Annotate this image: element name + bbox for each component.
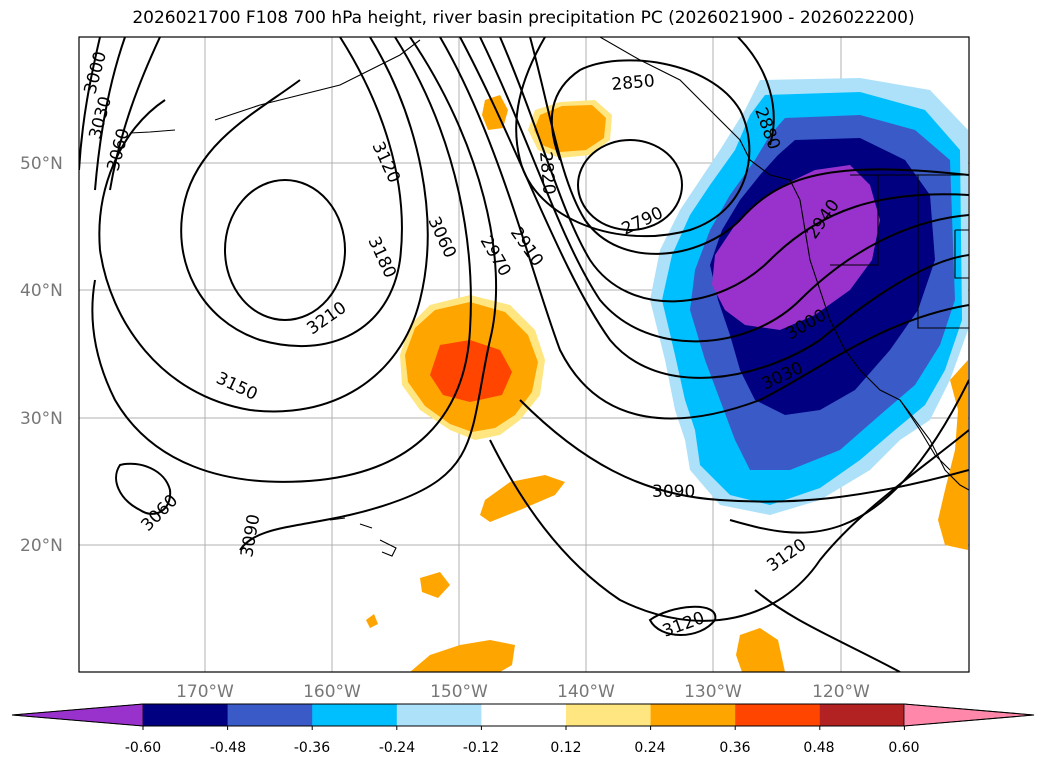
map-title: 2026021700 F108 700 hPa height, river ba… — [132, 8, 915, 28]
contour-label-3090b: 3090 — [652, 482, 695, 502]
lon-label-130w: 130°W — [684, 682, 742, 702]
coastlines — [129, 37, 969, 557]
lat-label-20n: 20°N — [20, 536, 63, 556]
colorbar-tick-label: 0.12 — [550, 740, 581, 756]
latitude-labels: 50°N 40°N 30°N 20°N — [20, 154, 63, 556]
colorbar-extend-min — [11, 703, 144, 727]
contour-label-2850: 2850 — [611, 71, 656, 95]
lat-label-50n: 50°N — [20, 154, 63, 174]
longitude-labels: 170°W 160°W 150°W 140°W 130°W 120°W — [176, 682, 870, 702]
lat-label-30n: 30°N — [20, 409, 63, 429]
colorbar-tick-label: -0.48 — [210, 740, 246, 756]
precip-positive-anomaly — [366, 95, 968, 672]
colorbar-tick-label: 0.48 — [803, 740, 834, 756]
colorbar-segment — [396, 704, 482, 726]
lon-label-160w: 160°W — [303, 682, 361, 702]
colorbar-tick-label: -0.24 — [379, 740, 415, 756]
colorbar-segment — [819, 704, 905, 726]
colorbar-segment — [481, 704, 567, 726]
lat-label-40n: 40°N — [20, 281, 63, 301]
colorbar-tick-label: 0.24 — [634, 740, 665, 756]
colorbar — [11, 703, 1035, 730]
height-contours — [79, 37, 969, 672]
colorbar-labels: -0.60 -0.48 -0.36 -0.24 -0.12 0.12 0.24 … — [125, 740, 920, 756]
colorbar-tick-label: -0.36 — [294, 740, 330, 756]
contour-label-2820: 2820 — [535, 151, 559, 196]
colorbar-segment — [735, 704, 821, 726]
colorbar-tick-label: -0.12 — [463, 740, 499, 756]
colorbar-segment — [312, 704, 398, 726]
colorbar-segment — [227, 704, 313, 726]
colorbar-tick-label: 0.36 — [719, 740, 750, 756]
lon-label-170w: 170°W — [176, 682, 234, 702]
colorbar-segment — [143, 704, 229, 726]
lon-label-140w: 140°W — [557, 682, 615, 702]
colorbar-tick-label: -0.60 — [125, 740, 161, 756]
colorbar-segment — [650, 704, 736, 726]
colorbar-extend-max — [903, 703, 1035, 727]
lon-label-150w: 150°W — [430, 682, 488, 702]
colorbar-segment — [566, 704, 652, 726]
map-border — [78, 36, 970, 673]
lon-label-120w: 120°W — [812, 682, 870, 702]
colorbar-tick-label: 0.60 — [888, 740, 919, 756]
